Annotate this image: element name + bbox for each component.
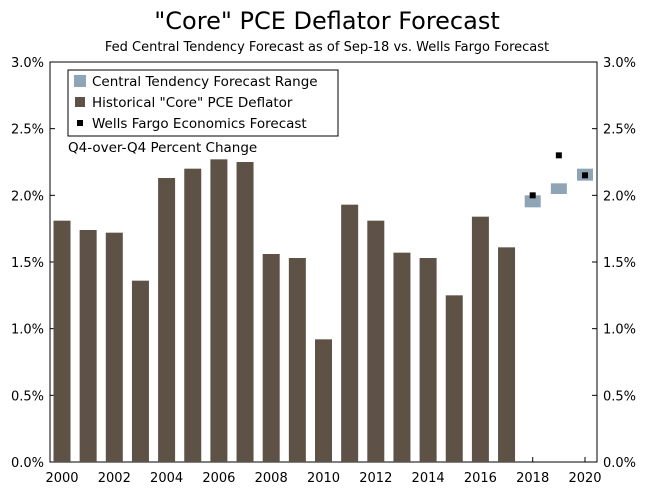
historical-bars bbox=[53, 159, 516, 463]
y-tick-label-left: 1.0% bbox=[11, 323, 44, 338]
y-tick-label-left: 2.0% bbox=[11, 189, 44, 204]
y-tick-label-right: 2.5% bbox=[603, 123, 636, 138]
historical-bar bbox=[445, 295, 463, 462]
y-tick-label-right: 0.5% bbox=[603, 389, 636, 404]
y-axis-left: 0.0% 0.5% 1.0% 1.5% 2.0% 2.5% 3.0% bbox=[11, 56, 55, 471]
y-tick-label-right: 0.0% bbox=[603, 456, 636, 471]
forecast-point bbox=[529, 192, 536, 199]
legend-swatch-forecast bbox=[77, 120, 83, 126]
x-tick-label: 2008 bbox=[255, 471, 288, 486]
historical-bar bbox=[288, 258, 306, 462]
x-tick-label: 2020 bbox=[568, 471, 601, 486]
legend-box bbox=[67, 69, 339, 137]
historical-bar bbox=[471, 216, 489, 462]
x-tick-label: 2000 bbox=[45, 471, 78, 486]
historical-bar bbox=[498, 247, 516, 462]
legend-swatch-historical bbox=[75, 97, 85, 107]
historical-bar bbox=[393, 252, 411, 462]
historical-bar bbox=[236, 162, 254, 462]
legend-label: Central Tendency Forecast Range bbox=[92, 74, 318, 90]
historical-bar bbox=[210, 159, 228, 463]
chart-annotation: Q4-over-Q4 Percent Change bbox=[68, 140, 257, 156]
forecast-range-marker bbox=[524, 195, 541, 208]
x-tick-label: 2012 bbox=[359, 471, 392, 486]
x-tick-label: 2010 bbox=[307, 471, 340, 486]
y-tick-label-right: 1.0% bbox=[603, 323, 636, 338]
x-tick-label: 2016 bbox=[464, 471, 497, 486]
y-axis-right: 0.0% 0.5% 1.0% 1.5% 2.0% 2.5% 3.0% bbox=[592, 56, 636, 471]
forecast-points bbox=[529, 152, 588, 199]
y-tick-label-right: 2.0% bbox=[603, 189, 636, 204]
x-tick-label: 2006 bbox=[202, 471, 235, 486]
y-tick-label-right: 1.5% bbox=[603, 256, 636, 271]
historical-bar bbox=[341, 204, 359, 462]
x-tick-label: 2002 bbox=[98, 471, 131, 486]
historical-bar bbox=[315, 339, 332, 462]
chart-title: "Core" PCE Deflator Forecast bbox=[154, 7, 500, 35]
y-tick-label-left: 1.5% bbox=[11, 256, 44, 271]
x-axis: 2000 2002 2004 2006 2008 2010 2012 2014 2016 2018… bbox=[45, 457, 602, 486]
historical-bar bbox=[131, 280, 149, 462]
forecast-point bbox=[582, 172, 588, 179]
legend: Central Tendency Forecast Range Historica… bbox=[67, 69, 339, 137]
y-tick-label-right: 3.0% bbox=[603, 56, 636, 71]
y-tick-label-left: 3.0% bbox=[11, 56, 44, 71]
legend-label: Wells Fargo Economics Forecast bbox=[92, 116, 307, 132]
historical-bar bbox=[262, 254, 280, 462]
historical-bar bbox=[105, 232, 123, 462]
x-tick-label: 2004 bbox=[150, 471, 183, 486]
historical-bar bbox=[184, 168, 202, 462]
forecast-point bbox=[555, 152, 562, 159]
forecast-range-marker bbox=[550, 183, 567, 194]
historical-bar bbox=[158, 178, 176, 462]
x-tick-label: 2018 bbox=[516, 471, 549, 486]
legend-label: Historical "Core" PCE Deflator bbox=[92, 95, 293, 111]
x-tick-label: 2014 bbox=[412, 471, 445, 486]
chart-subtitle: Fed Central Tendency Forecast as of Sep-… bbox=[105, 40, 549, 55]
y-tick-label-left: 0.5% bbox=[11, 389, 44, 404]
historical-bar bbox=[79, 230, 97, 462]
historical-bar bbox=[53, 220, 71, 462]
legend-swatch-range bbox=[74, 75, 86, 87]
y-tick-label-left: 2.5% bbox=[11, 123, 44, 138]
historical-bar bbox=[419, 258, 437, 462]
historical-bar bbox=[367, 220, 385, 462]
y-tick-label-left: 0.0% bbox=[11, 456, 44, 471]
